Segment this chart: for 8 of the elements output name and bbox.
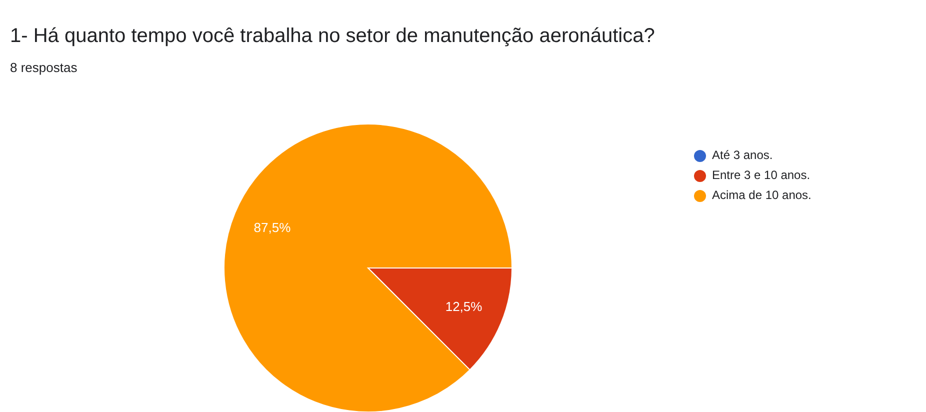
text: 8 respostas (10, 60, 78, 75)
chart-title: 1- Há quanto tempo você trabalha no setor de manutenção aeronáutica? (10, 25, 655, 47)
data-label: 87,5% (254, 220, 292, 235)
legend-label: Entre 3 e 10 anos. (712, 168, 810, 182)
data-label: 12,5% (445, 299, 483, 314)
pie-slice (224, 124, 512, 412)
legend-label: Até 3 anos. (712, 148, 773, 162)
legend-label: Acima de 10 anos. (712, 188, 812, 202)
